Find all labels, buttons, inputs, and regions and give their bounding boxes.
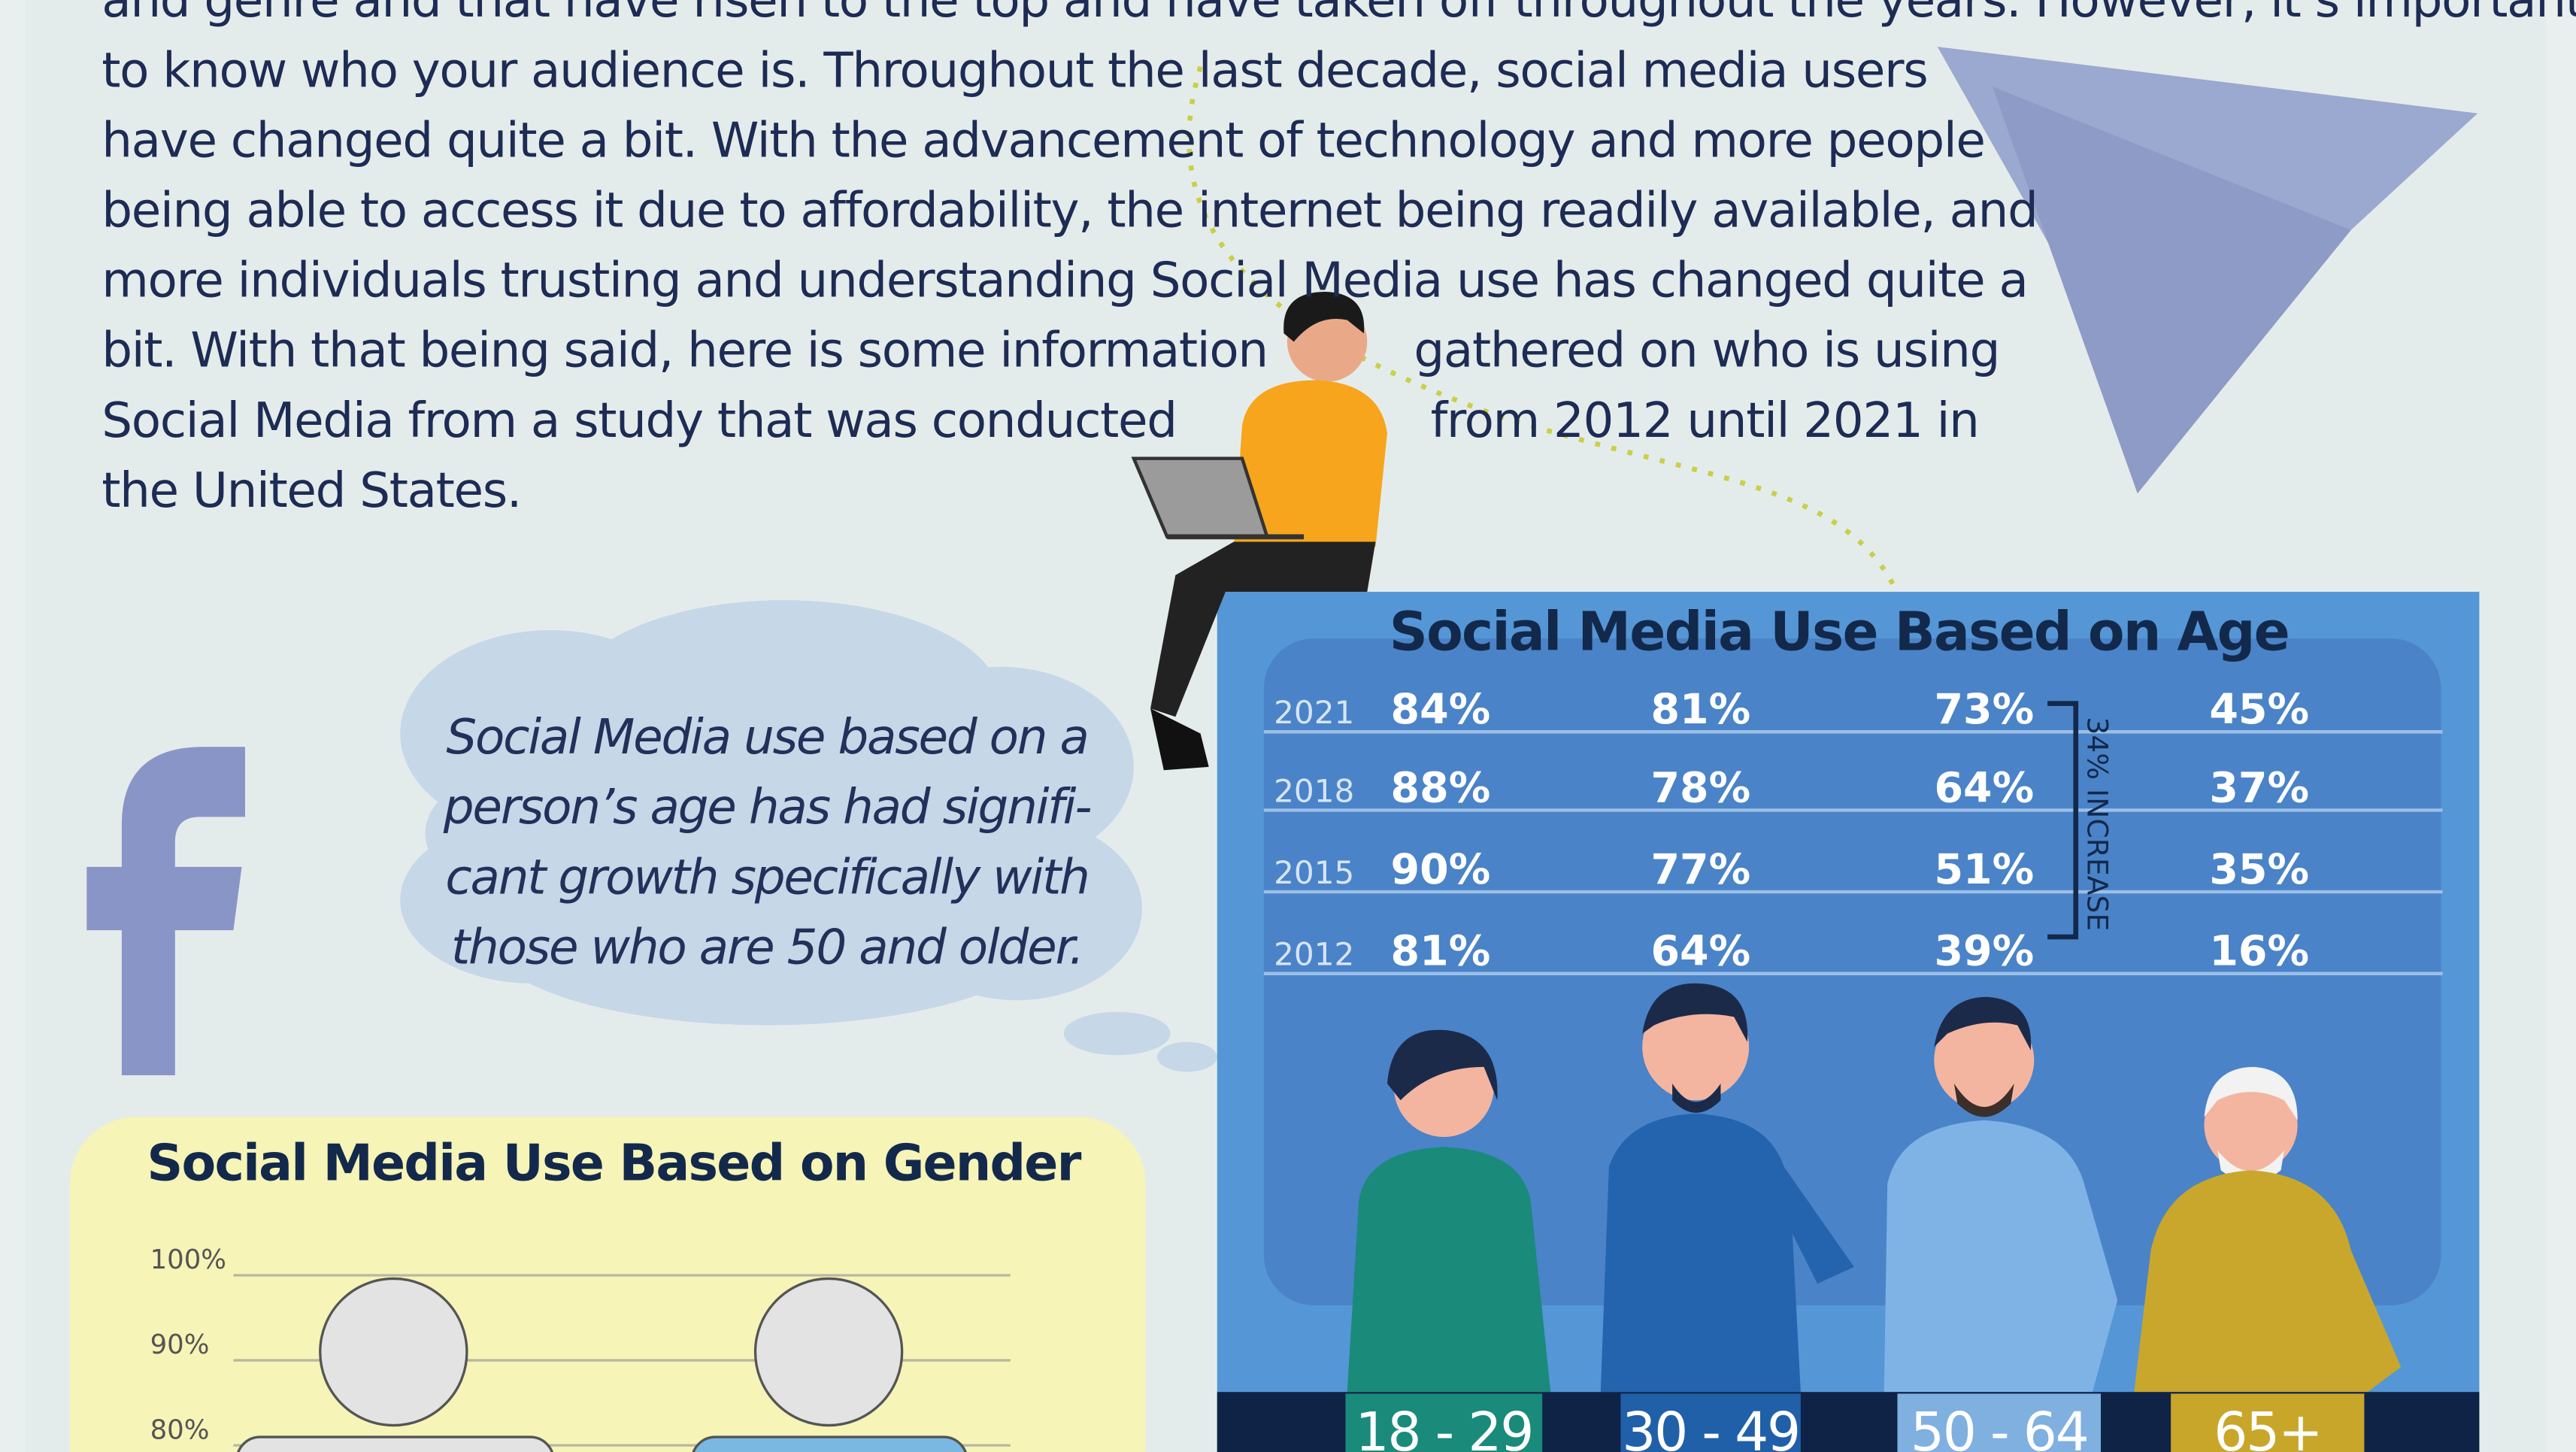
cell-value: 64% xyxy=(1934,764,2034,812)
cloud-line: cant growth specifically with xyxy=(445,849,1088,905)
row-year: 2018 xyxy=(1274,772,1354,809)
paper-plane-fold xyxy=(1992,86,2351,494)
facebook-icon xyxy=(86,747,245,1075)
group-box xyxy=(1620,1393,1801,1452)
gender-icons xyxy=(237,1277,967,1452)
cell-value: 37% xyxy=(2209,764,2309,812)
dotted-path xyxy=(1186,65,1903,602)
cell-value: 35% xyxy=(2209,846,2309,894)
group-label: 50 - 64 xyxy=(1911,1401,2088,1452)
cell-value: 51% xyxy=(1934,846,2034,894)
group-box xyxy=(2171,1393,2365,1452)
paragraph-line: the United States. xyxy=(102,462,521,519)
cell-value: 88% xyxy=(1391,764,1491,812)
group-label: 30 - 49 xyxy=(1622,1401,1799,1452)
cell-value: 39% xyxy=(1934,928,2034,976)
cell-value: 81% xyxy=(1391,928,1491,976)
cell-value: 45% xyxy=(2209,686,2309,734)
group-box xyxy=(1345,1393,1543,1452)
age-title: Social Media Use Based on Age xyxy=(1390,601,2289,663)
y-tick-label: 80% xyxy=(150,1414,210,1445)
paragraph-line: more individuals trusting and understand… xyxy=(102,253,2027,309)
paragraph-line: being able to access it due to affordabi… xyxy=(102,183,2037,239)
cloud-line: person’s age has had signifi- xyxy=(443,779,1091,835)
y-tick-label: 90% xyxy=(150,1329,210,1360)
cell-value: 16% xyxy=(2209,928,2309,976)
bracket-note: 34% INCREASE xyxy=(2080,717,2114,931)
paragraph-line: bit. With that being said, here is some … xyxy=(102,323,1267,379)
cloud-line: Social Media use based on a xyxy=(446,709,1087,765)
people-figures xyxy=(1347,983,2402,1393)
thought-cloud xyxy=(400,600,1217,1072)
group-label: 65+ xyxy=(2214,1401,2321,1452)
gender-title: Social Media Use Based on Gender xyxy=(147,1134,1081,1193)
paragraph-line: and genre and that have risen to the top… xyxy=(102,0,2576,29)
cell-value: 90% xyxy=(1391,846,1491,894)
annotation: 78% xyxy=(1022,1447,1085,1452)
bracket xyxy=(2047,701,2079,940)
cell-value: 78% xyxy=(1650,764,1750,812)
paragraph-line: to know who your audience is. Throughout… xyxy=(102,42,1927,99)
sitting-person xyxy=(1131,291,1387,771)
paragraph-line: Social Media from a study that was condu… xyxy=(102,393,1176,449)
row-year: 2015 xyxy=(1274,854,1354,891)
row-year: 2012 xyxy=(1274,936,1354,973)
cell-value: 64% xyxy=(1650,928,1750,976)
cell-value: 77% xyxy=(1650,846,1750,894)
paragraph-line: gathered on who is using xyxy=(1414,323,1999,379)
group-label: 18 - 29 xyxy=(1355,1401,1532,1452)
paragraph-line: have changed quite a bit. With the advan… xyxy=(102,112,1984,168)
cell-value: 84% xyxy=(1391,686,1491,734)
group-box xyxy=(1897,1393,2102,1452)
cloud-line: those who are 50 and older. xyxy=(451,919,1083,975)
cell-value: 81% xyxy=(1650,686,1750,734)
cell-value: 73% xyxy=(1934,686,2034,734)
paragraph-line: from 2012 until 2021 in xyxy=(1431,393,1979,449)
row-year: 2021 xyxy=(1274,694,1354,731)
y-tick-label: 100% xyxy=(150,1244,226,1275)
